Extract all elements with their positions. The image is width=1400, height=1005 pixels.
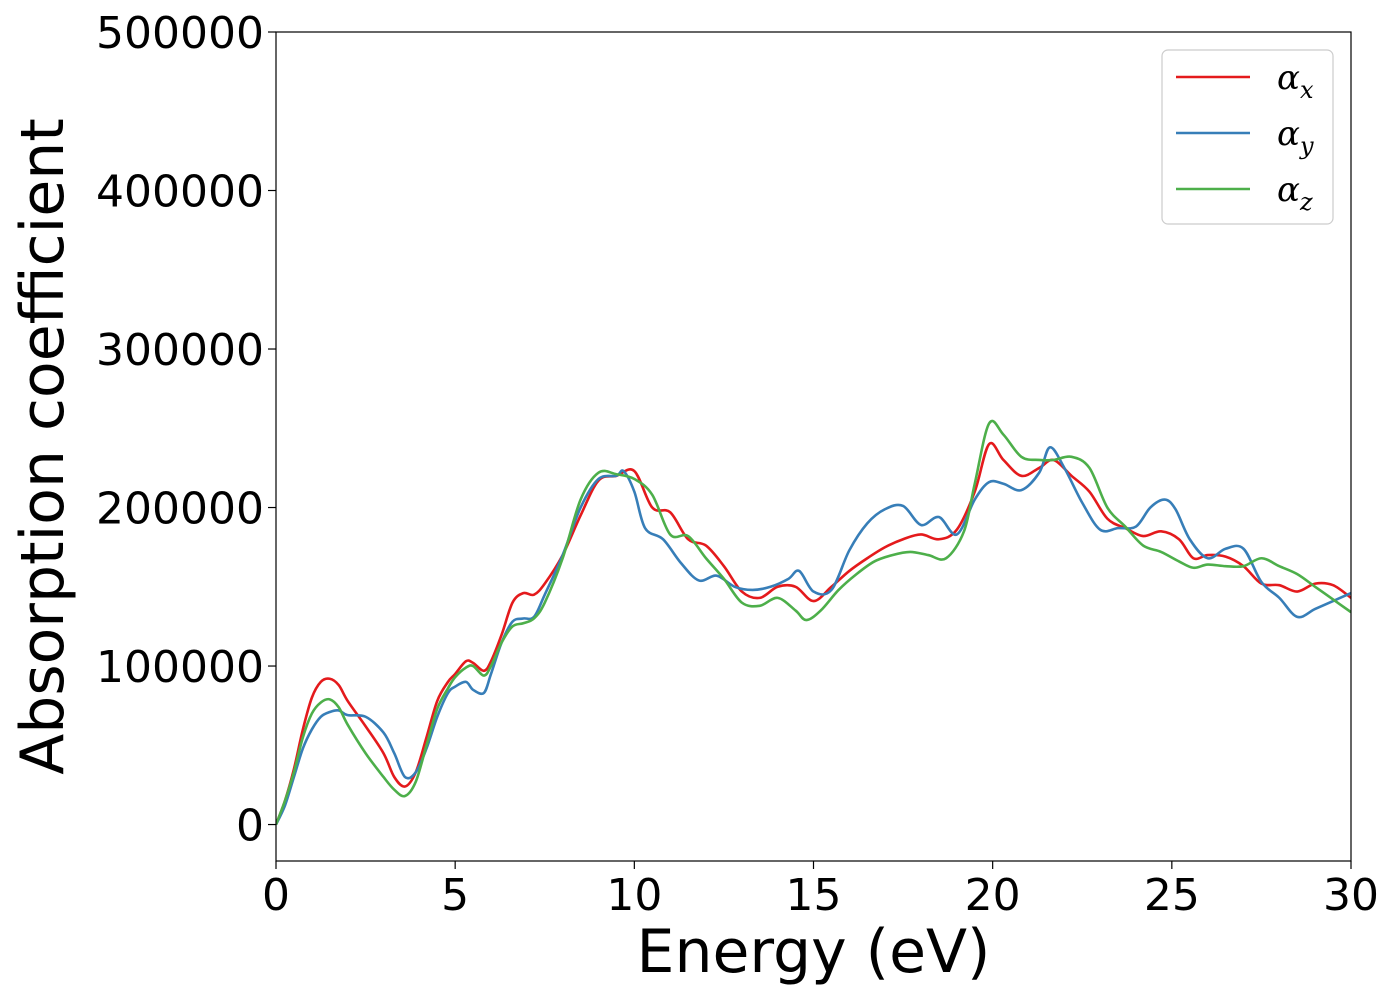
legend-label-y: αy — [1277, 114, 1314, 160]
x-axis: 0 5 10 15 20 25 30 — [262, 861, 1379, 921]
y-tick-label: 200000 — [96, 484, 264, 535]
y-tick-label: 400000 — [96, 167, 264, 218]
x-tick-label: 10 — [606, 870, 662, 921]
series-line-y — [276, 445, 1351, 826]
legend-label-x: αx — [1277, 58, 1314, 104]
legend: αx αy αz — [1161, 49, 1334, 225]
legend-box — [1161, 49, 1334, 225]
x-tick-label: 30 — [1323, 870, 1379, 921]
y-axis-title: Absorption coefficient — [8, 118, 78, 775]
x-tick-label: 15 — [786, 870, 842, 921]
series-line-x — [276, 441, 1351, 825]
plot-series-group — [276, 419, 1351, 826]
x-tick-label: 25 — [1144, 870, 1200, 921]
y-tick-label: 0 — [236, 801, 264, 852]
x-tick-label: 0 — [262, 870, 290, 921]
y-axis: 0 100000 200000 300000 400000 500000 — [96, 8, 276, 852]
y-tick-label: 100000 — [96, 642, 264, 693]
series-line-z — [276, 419, 1351, 825]
x-tick-label: 5 — [441, 870, 469, 921]
y-tick-label: 300000 — [96, 325, 264, 376]
y-tick-label: 500000 — [96, 8, 264, 59]
x-axis-title: Energy (eV) — [637, 917, 991, 987]
legend-label-z: αz — [1277, 170, 1313, 216]
x-tick-label: 20 — [965, 870, 1021, 921]
